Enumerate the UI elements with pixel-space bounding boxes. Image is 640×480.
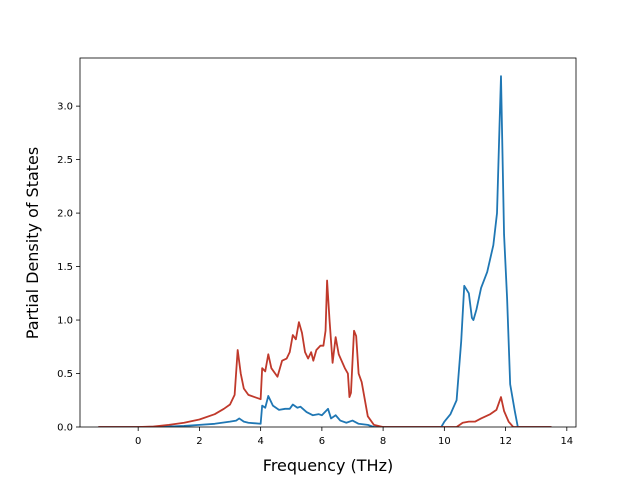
- y-tick-label: 2.0: [57, 209, 73, 220]
- x-tick-label: 14: [560, 436, 573, 447]
- y-tick-label: 0.5: [57, 369, 73, 380]
- x-tick-label: 2: [196, 436, 202, 447]
- y-tick-label: 1.5: [57, 262, 73, 273]
- x-axis-label: Frequency (THz): [263, 456, 393, 475]
- y-tick-label: 2.5: [57, 155, 73, 166]
- x-tick-label: 10: [438, 436, 451, 447]
- series-line-2: [98, 279, 552, 427]
- plot-frame: [79, 57, 577, 428]
- y-axis: 0.0 0.5 1.0 1.5 2.0 2.5 3.0: [57, 102, 80, 434]
- x-tick-label: 6: [319, 436, 325, 447]
- x-tick-label: 8: [380, 436, 386, 447]
- y-tick-label: 3.0: [57, 102, 73, 113]
- x-axis: 0 2 4 6 8 10 12 14: [135, 427, 573, 447]
- y-tick-label: 1.0: [57, 316, 73, 327]
- series-line-1: [98, 75, 552, 427]
- plot-area: [98, 75, 552, 427]
- x-tick-label: 0: [135, 436, 141, 447]
- x-tick-label: 4: [257, 436, 263, 447]
- y-axis-label: Partial Density of States: [23, 147, 42, 339]
- y-tick-label: 0.0: [57, 423, 73, 434]
- x-tick-label: 12: [499, 436, 512, 447]
